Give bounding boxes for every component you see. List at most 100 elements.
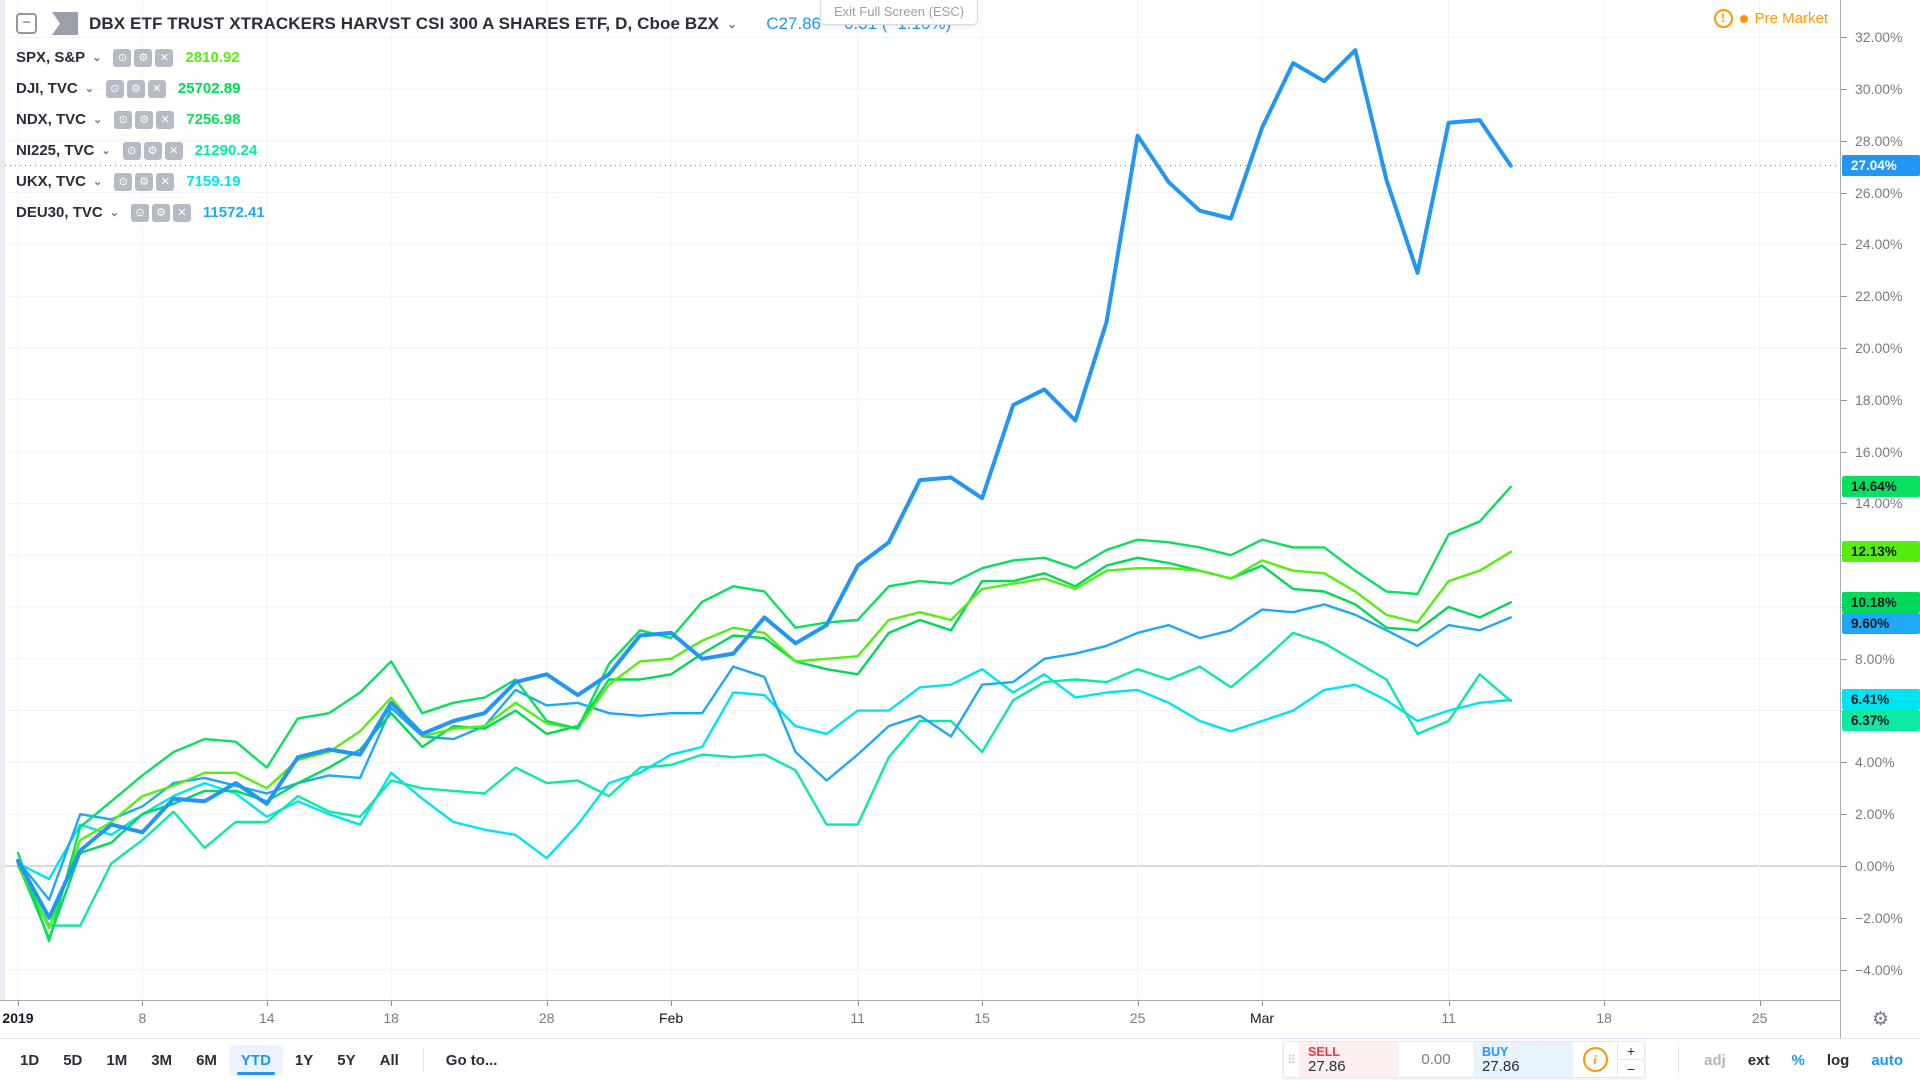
range-button-6m[interactable]: 6M xyxy=(184,1045,229,1076)
decrement-button[interactable]: − xyxy=(1618,1060,1644,1077)
y-axis-label: 28.00% xyxy=(1855,132,1903,149)
x-axis-label: Feb xyxy=(659,1010,684,1026)
series-line-dbx[interactable] xyxy=(16,48,1513,920)
x-tickmark xyxy=(1759,1001,1761,1006)
chevron-down-icon[interactable]: ⌄ xyxy=(109,207,119,219)
chevron-down-icon[interactable]: ⌄ xyxy=(727,16,738,31)
chart-pane[interactable] xyxy=(0,0,1840,1000)
y-tickmark xyxy=(1841,192,1847,194)
remove-icon[interactable]: ✕ xyxy=(155,48,174,67)
y-tickmark xyxy=(1841,348,1847,349)
price-tag-6.41: 6.41% xyxy=(1842,689,1920,711)
sell-button[interactable]: SELL 27.86 xyxy=(1299,1042,1399,1077)
range-button-3m[interactable]: 3M xyxy=(139,1045,184,1076)
range-button-1y[interactable]: 1Y xyxy=(283,1045,325,1076)
price-axis[interactable]: 32.00% 30.00% 28.00% 26.00% 24.00% 22.00% 20.0… xyxy=(1840,0,1920,1000)
legend-symbol[interactable]: NDX, TVC xyxy=(16,111,87,128)
gear-icon[interactable]: ⚙ xyxy=(1871,1008,1890,1030)
last-price: C27.86 xyxy=(766,13,822,33)
session-dot-icon xyxy=(1739,14,1748,23)
toggle-ext[interactable]: ext xyxy=(1737,1045,1781,1076)
remove-icon[interactable]: ✕ xyxy=(147,79,166,98)
y-tickmark xyxy=(1841,451,1847,453)
compare-legend: SPX, S&P ⌄ ⊙ ⚙ ✕ 2810.92 DJI, TVC ⌄ ⊙ ⚙ ✕ 25702.89 N… xyxy=(16,42,265,228)
range-button-5d[interactable]: 5D xyxy=(51,1045,94,1076)
x-tickmark xyxy=(671,1001,673,1006)
buy-price: 27.86 xyxy=(1482,1058,1520,1075)
y-tickmark xyxy=(1841,917,1847,919)
hide-icon[interactable]: ⊙ xyxy=(130,203,149,222)
chevron-down-icon[interactable]: ⌄ xyxy=(101,145,111,157)
remove-icon[interactable]: ✕ xyxy=(172,203,191,222)
series-line-ukx[interactable] xyxy=(16,668,1513,881)
range-button-1d[interactable]: 1D xyxy=(8,1045,51,1076)
remove-icon[interactable]: ✕ xyxy=(164,141,183,160)
x-axis-label: 28 xyxy=(538,1010,555,1026)
legend-value: 11572.41 xyxy=(202,204,265,221)
hide-icon[interactable]: ⊙ xyxy=(114,172,133,191)
series-line-ndx[interactable] xyxy=(16,485,1513,943)
legend-symbol[interactable]: DEU30, TVC xyxy=(16,204,103,221)
price-plot[interactable] xyxy=(0,0,1840,1000)
chevron-down-icon[interactable]: ⌄ xyxy=(93,114,103,126)
y-axis-label: 32.00% xyxy=(1855,29,1903,46)
pre-market-label: Pre Market xyxy=(1754,10,1828,27)
y-axis-label: 18.00% xyxy=(1855,391,1903,408)
y-axis-label: −4.00% xyxy=(1855,961,1903,978)
legend-symbol[interactable]: DJI, TVC xyxy=(16,80,78,97)
remove-icon[interactable]: ✕ xyxy=(156,172,175,191)
flag-icon[interactable] xyxy=(48,12,78,35)
x-axis-label: 18 xyxy=(383,1010,399,1026)
y-tickmark xyxy=(1841,658,1847,660)
range-button-1m[interactable]: 1M xyxy=(94,1045,139,1076)
x-axis-label: 11 xyxy=(850,1010,865,1026)
series-line-ni225[interactable] xyxy=(16,631,1513,927)
goto-button[interactable]: Go to... xyxy=(436,1045,508,1076)
settings-icon[interactable]: ⚙ xyxy=(126,79,145,98)
y-axis-label: 26.00% xyxy=(1855,184,1903,201)
chevron-down-icon[interactable]: ⌄ xyxy=(93,176,103,188)
range-button-all[interactable]: All xyxy=(368,1045,411,1076)
settings-icon[interactable]: ⚙ xyxy=(135,110,154,129)
series-line-spx[interactable] xyxy=(16,550,1513,930)
toggle-log[interactable]: log xyxy=(1816,1045,1861,1076)
price-tag-9.60: 9.60% xyxy=(1842,612,1920,634)
settings-icon[interactable]: ⚙ xyxy=(151,203,170,222)
x-tickmark xyxy=(982,1001,984,1006)
range-button-5y[interactable]: 5Y xyxy=(325,1045,367,1076)
hide-icon[interactable]: ⊙ xyxy=(113,48,132,67)
drag-handle[interactable]: ⠿ xyxy=(1287,1052,1296,1067)
settings-icon[interactable]: ⚙ xyxy=(143,141,162,160)
y-axis-label: 14.00% xyxy=(1855,495,1903,512)
hide-icon[interactable]: ⊙ xyxy=(105,79,124,98)
trade-info-button[interactable]: i xyxy=(1573,1042,1617,1077)
toggle-percent[interactable]: % xyxy=(1780,1045,1815,1076)
hide-icon[interactable]: ⊙ xyxy=(122,141,141,160)
time-axis[interactable]: 2019 8 14 18 28 Feb 11 15 25 Mar 11 18 25 xyxy=(0,1000,1840,1038)
axis-settings-corner[interactable]: ⚙ xyxy=(1840,1000,1920,1038)
legend-value: 21290.24 xyxy=(194,142,258,159)
legend-row-dji: DJI, TVC ⌄ ⊙ ⚙ ✕ 25702.89 xyxy=(16,73,265,104)
legend-symbol[interactable]: UKX, TVC xyxy=(16,173,87,190)
settings-icon[interactable]: ⚙ xyxy=(135,172,154,191)
remove-icon[interactable]: ✕ xyxy=(156,110,175,129)
increment-button[interactable]: + xyxy=(1618,1042,1644,1060)
collapse-legend-button[interactable]: − xyxy=(16,13,37,34)
y-tickmark xyxy=(1841,89,1847,90)
price-tag-6.37: 6.37% xyxy=(1842,710,1920,732)
y-axis-label: 24.00% xyxy=(1855,236,1903,253)
toggle-auto[interactable]: auto xyxy=(1860,1045,1914,1076)
x-axis-label: 15 xyxy=(974,1010,990,1026)
series-line-deu30[interactable] xyxy=(16,603,1513,901)
chevron-down-icon[interactable]: ⌄ xyxy=(84,83,94,95)
chevron-down-icon[interactable]: ⌄ xyxy=(92,52,102,64)
legend-symbol[interactable]: NI225, TVC xyxy=(16,142,95,159)
buy-button[interactable]: BUY 27.86 xyxy=(1473,1042,1573,1077)
toggle-adj[interactable]: adj xyxy=(1693,1045,1737,1076)
hide-icon[interactable]: ⊙ xyxy=(114,110,133,129)
settings-icon[interactable]: ⚙ xyxy=(134,48,153,67)
range-button-ytd[interactable]: YTD xyxy=(228,1044,283,1076)
symbol-title[interactable]: DBX ETF TRUST XTRACKERS HARVST CSI 300 A… xyxy=(89,13,720,33)
legend-symbol[interactable]: SPX, S&P xyxy=(16,49,86,66)
symbol-header: − DBX ETF TRUST XTRACKERS HARVST CSI 300… xyxy=(16,12,951,35)
